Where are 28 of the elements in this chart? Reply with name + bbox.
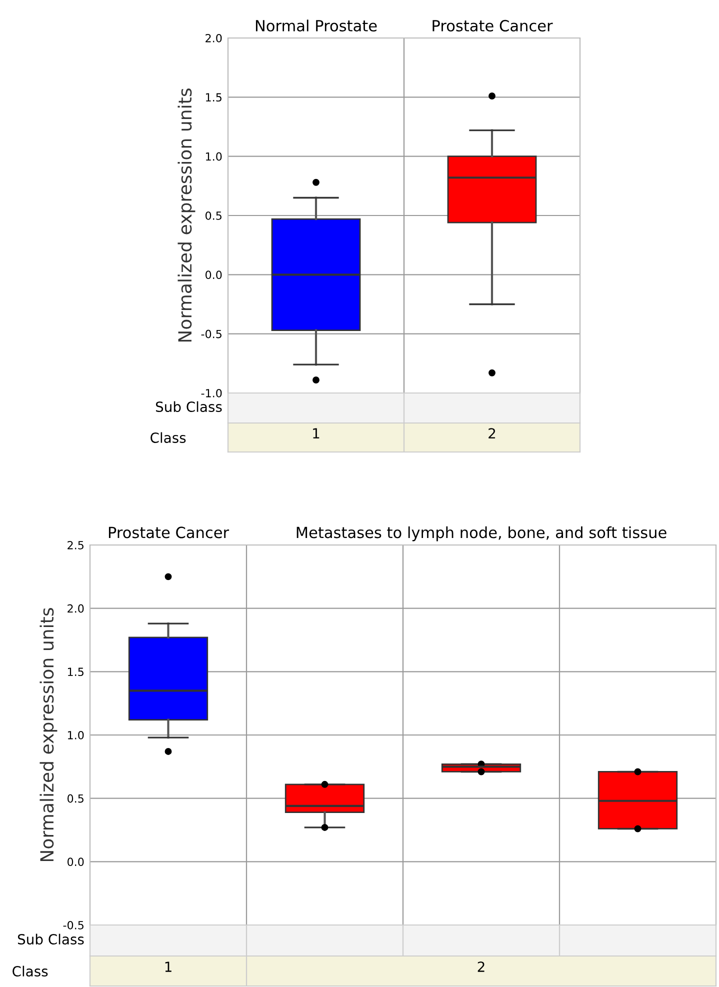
- text: Metastases to lymph node, bone, and soft tissue: [296, 526, 666, 542]
- y-axis-title: Normalized expression units: [40, 608, 58, 862]
- x-axis-title: Class: [12, 966, 48, 977]
- y-tick-label: -1.0: [201, 388, 222, 398]
- y-tick-label: 0.5: [68, 794, 84, 803]
- y-tick-label: 0.5: [206, 211, 222, 220]
- text: Prostate Cancer: [108, 526, 230, 538]
- y-tick-label: 1.0: [68, 730, 84, 740]
- y-tick-label: 2.5: [68, 540, 84, 550]
- y-tick-label: 2.0: [206, 34, 222, 42]
- y-tick-label: 1.5: [68, 668, 84, 676]
- x-axis-title: Class: [150, 432, 186, 443]
- y-tick-label: 1.0: [206, 152, 222, 161]
- text: Prostate Cancer: [432, 20, 553, 32]
- y-tick-label: 0.0: [206, 270, 222, 280]
- y-tick-label: 2.0: [68, 604, 84, 613]
- text: Sub Class: [18, 934, 84, 945]
- y-tick-label: 0.0: [68, 858, 84, 866]
- x-tick-label: 2: [488, 428, 496, 438]
- text: Normal Prostate: [256, 20, 377, 32]
- y-tick-label: -0.5: [63, 920, 84, 930]
- y-axis-title: Normalized expression units: [178, 88, 196, 342]
- text: Sub Class: [156, 401, 222, 412]
- x-tick-label: 1: [313, 428, 320, 438]
- x-tick-label: 1: [165, 962, 172, 972]
- y-tick-label: -0.5: [201, 330, 222, 338]
- x-tick-label: 2: [478, 962, 484, 972]
- y-tick-label: 1.5: [206, 93, 222, 102]
